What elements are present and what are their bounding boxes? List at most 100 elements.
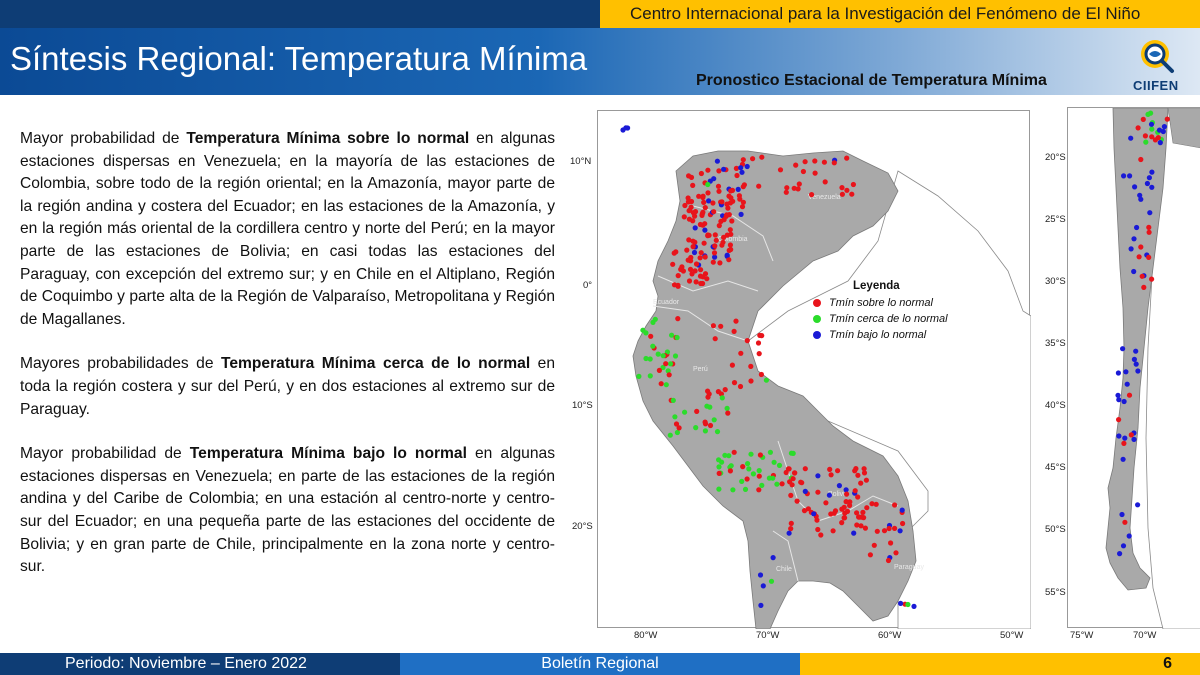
station-point — [700, 274, 706, 280]
station-point — [755, 340, 762, 346]
station-point — [713, 237, 719, 243]
station-point — [698, 170, 704, 177]
paragraph-below-normal: Mayor probabilidad de Temperatura Mínima… — [20, 445, 555, 576]
station-point — [844, 155, 850, 161]
station-point — [842, 515, 848, 521]
station-point — [802, 488, 808, 494]
station-point — [777, 167, 784, 173]
station-point — [731, 380, 738, 386]
station-point — [700, 280, 706, 287]
station-point — [1120, 543, 1127, 549]
country-label-peru: Perú — [693, 366, 708, 373]
station-point — [740, 464, 746, 470]
station-point — [669, 332, 675, 338]
lon-label: 80°W — [634, 630, 658, 641]
station-point — [742, 486, 749, 492]
station-point — [712, 243, 718, 249]
station-point — [717, 260, 723, 266]
legend-title: Leyenda — [853, 280, 900, 292]
country-label-paraguay: Paraguay — [894, 564, 924, 571]
brazil-land — [747, 170, 1032, 630]
station-point — [739, 169, 745, 175]
station-point — [696, 193, 702, 199]
station-point — [1120, 346, 1126, 352]
station-point — [791, 185, 797, 191]
station-point — [786, 530, 792, 536]
station-point — [718, 323, 724, 329]
station-point — [714, 158, 720, 164]
station-point — [849, 191, 855, 197]
station-point — [801, 508, 808, 514]
lat-label: 55°S — [1045, 587, 1066, 598]
station-point — [740, 157, 746, 163]
station-point — [1134, 224, 1140, 231]
station-point — [700, 194, 706, 201]
station-point — [815, 473, 821, 479]
station-point — [675, 273, 681, 279]
station-point — [724, 212, 730, 218]
station-point — [1126, 392, 1133, 398]
map-main-canvas: Venezuela Colombia Ecuador Perú Bolivia … — [620, 125, 1032, 630]
station-point — [739, 478, 745, 484]
station-point — [873, 501, 879, 507]
station-point — [1115, 392, 1121, 398]
station-point — [1157, 140, 1163, 146]
station-point — [774, 481, 780, 487]
station-point — [676, 425, 682, 431]
station-point — [892, 525, 898, 531]
station-point — [673, 421, 680, 427]
station-point — [665, 368, 671, 374]
station-point — [682, 202, 688, 209]
station-point — [726, 247, 732, 253]
station-point — [1143, 139, 1149, 145]
station-point — [712, 232, 718, 238]
station-point — [700, 209, 706, 215]
station-point — [656, 367, 662, 373]
station-point — [794, 498, 800, 504]
green-dot-icon — [813, 315, 821, 323]
station-point — [757, 452, 763, 458]
station-point — [710, 323, 716, 329]
station-point — [724, 405, 730, 411]
station-point — [682, 409, 688, 415]
station-point — [729, 218, 735, 224]
station-point — [686, 216, 692, 222]
station-point — [856, 514, 862, 520]
station-point — [710, 259, 716, 265]
station-point — [688, 254, 694, 261]
station-point — [1156, 127, 1163, 133]
station-point — [771, 459, 777, 465]
station-point — [1124, 381, 1130, 387]
station-point — [716, 188, 722, 194]
station-point — [715, 183, 722, 189]
station-point — [1146, 224, 1152, 230]
station-point — [784, 185, 790, 191]
station-point — [692, 209, 699, 215]
page-number: 6 — [800, 653, 1200, 675]
station-point — [693, 425, 699, 431]
country-label-ecuador: Ecuador — [653, 299, 680, 306]
station-point — [776, 462, 783, 468]
station-point — [1128, 135, 1134, 141]
station-point — [911, 603, 917, 609]
station-point — [1147, 210, 1153, 216]
map-chile-canvas — [1105, 107, 1200, 630]
country-label-chile: Chile — [776, 566, 792, 573]
station-point — [852, 468, 858, 474]
station-point — [1146, 254, 1152, 260]
station-point — [750, 156, 756, 162]
station-point — [726, 257, 732, 263]
station-point — [719, 395, 725, 401]
forecast-map-main: Venezuela Colombia Ecuador Perú Bolivia … — [597, 110, 1032, 630]
station-point — [739, 204, 746, 210]
station-point — [851, 530, 857, 536]
station-point — [1116, 417, 1122, 423]
station-point — [864, 505, 870, 511]
station-point — [724, 201, 730, 207]
legend-item-near: Tmín cerca de lo normal — [805, 311, 965, 327]
station-point — [737, 383, 744, 390]
station-point — [1122, 519, 1128, 525]
station-point — [881, 528, 888, 534]
station-point — [1142, 133, 1148, 139]
station-point — [707, 404, 713, 410]
